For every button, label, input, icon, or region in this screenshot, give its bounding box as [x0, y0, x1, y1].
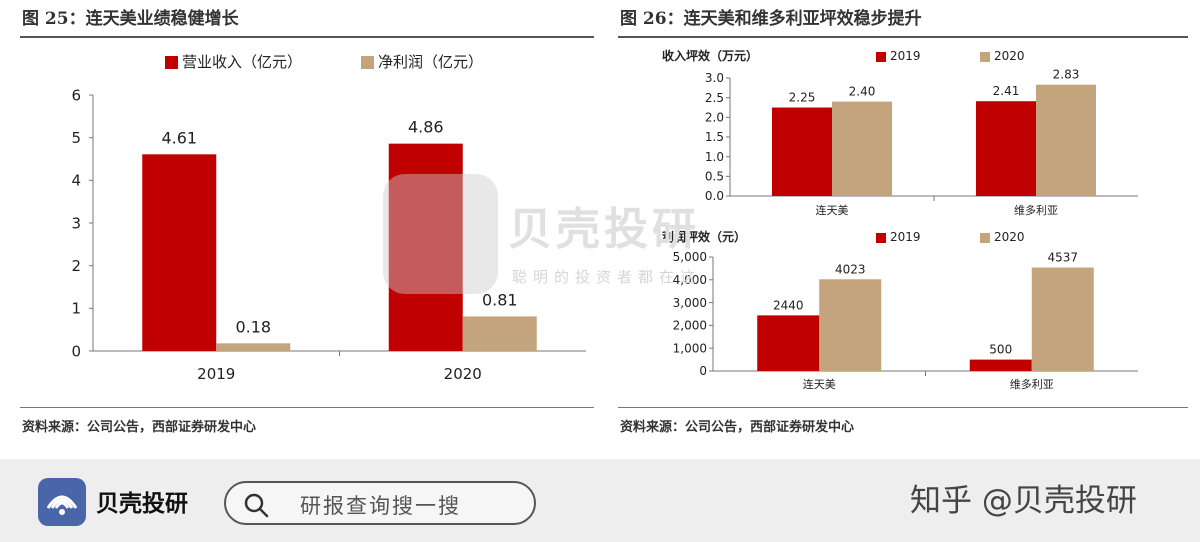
- data-label: 2.41: [993, 84, 1020, 98]
- y-tick-label: 2.5: [705, 91, 724, 105]
- bar--series2: [216, 343, 291, 351]
- bar-2020-series2: [1031, 267, 1094, 371]
- search-icon: [244, 493, 269, 518]
- y-tick-label: 0.0: [705, 189, 724, 203]
- legend-swatch: [876, 52, 886, 62]
- data-label: 4537: [1047, 251, 1078, 265]
- legend-label: 2020: [994, 49, 1025, 63]
- legend-swatch: [165, 56, 178, 69]
- zhihu-credit: 知乎 @贝壳投研: [910, 483, 1137, 519]
- y-tick-label: 5,000: [673, 250, 707, 264]
- footer-bar: 贝壳投研 研报查询搜一搜 知乎 @贝壳投研: [0, 459, 1200, 542]
- y-tick-label: 0: [71, 342, 81, 360]
- watermark-logo: [383, 174, 498, 294]
- legend-swatch: [980, 233, 990, 243]
- data-label: 4.86: [408, 118, 444, 137]
- legend-label: 2020: [994, 230, 1025, 244]
- figure-25-bottom-rule: [20, 407, 594, 408]
- profit-per-sqm-chart: 0 1,000 2,000 3,000 4,000 5,000 2440 500 4023 453…: [662, 229, 1138, 391]
- bar-2020-series2: [819, 279, 882, 371]
- bar-2020-series2: [1036, 84, 1096, 196]
- category-label: 连天美: [816, 204, 849, 217]
- figure-26-top-rule: [618, 36, 1188, 38]
- watermark-subtext: 聪明的投资者都在这: [512, 268, 702, 286]
- category-label: 维多利亚: [1014, 203, 1058, 217]
- search-input[interactable]: 研报查询搜一搜: [224, 481, 536, 525]
- legend-swatch: [980, 52, 990, 62]
- bar-2019-series1: [976, 101, 1036, 196]
- legend-label: 2019: [890, 49, 921, 63]
- bar-2019-series1: [969, 359, 1032, 371]
- bar--series1: [142, 154, 217, 351]
- y-tick-label: 1.0: [705, 150, 724, 164]
- bar-2019-series1: [757, 315, 820, 371]
- y-tick-label: 1.5: [705, 130, 724, 144]
- figure-25-top-rule: [20, 36, 594, 38]
- y-tick-label: 1,000: [673, 341, 707, 355]
- y-tick-label: 3,000: [673, 296, 707, 310]
- category-label: 连天美: [803, 378, 836, 391]
- legend-swatch: [361, 56, 374, 69]
- data-label: 4.61: [161, 128, 197, 147]
- y-tick-label: 1: [71, 300, 81, 318]
- y-axis-title: 收入坪效（万元）: [662, 48, 758, 63]
- y-tick-label: 0.5: [705, 170, 724, 184]
- revenue-per-sqm-chart: 0.0 0.5 1.0 1.5 2.0 2.5 3.0 2.25 2.41 2.40 2.83 连天美…: [662, 48, 1138, 217]
- y-tick-label: 6: [71, 86, 81, 104]
- watermark-text: 贝壳投研: [508, 204, 700, 255]
- data-label: 2440: [773, 298, 804, 312]
- y-tick-label: 5: [71, 129, 81, 147]
- data-label: 0.18: [235, 317, 271, 336]
- brand-logo-icon[interactable]: [38, 478, 86, 526]
- legend-label: 营业收入（亿元）: [182, 53, 302, 71]
- legend-swatch: [876, 233, 886, 243]
- figure-26-title: 图 26：连天美和维多利亚坪效稳步提升: [620, 9, 922, 29]
- brand-name[interactable]: 贝壳投研: [96, 491, 188, 517]
- y-tick-label: 3: [71, 214, 81, 232]
- y-tick-label: 0: [699, 364, 707, 378]
- y-tick-label: 2: [71, 257, 81, 275]
- y-tick-label: 2.0: [705, 111, 724, 125]
- figure-25-source: 资料来源：公司公告，西部证券研发中心: [22, 420, 257, 435]
- data-label: 4023: [835, 262, 866, 276]
- data-label: 2.25: [789, 91, 816, 105]
- bar--series2: [462, 316, 537, 351]
- y-tick-label: 4: [71, 172, 81, 190]
- revenue-profit-chart: 0 1 2 3 4 5 6 4.61 4.86 0.18 0.81 2019 2020 营业收入（亿元） 净…: [71, 53, 586, 383]
- figure-25-title: 图 25：连天美业绩稳健增长: [22, 9, 239, 29]
- figure-26-bottom-rule: [618, 407, 1188, 408]
- y-tick-label: 2,000: [673, 319, 707, 333]
- bar--series1: [388, 143, 463, 351]
- y-axis-title: 利润坪效（元）: [662, 229, 746, 244]
- category-label: 2019: [197, 365, 235, 383]
- category-label: 维多利亚: [1010, 377, 1054, 391]
- bar-2019-series1: [772, 107, 832, 196]
- figure-26-source: 资料来源：公司公告，西部证券研发中心: [620, 420, 855, 435]
- data-label: 0.81: [482, 290, 518, 309]
- data-label: 2.40: [849, 85, 876, 99]
- y-tick-label: 3.0: [705, 71, 724, 85]
- data-label: 2.83: [1053, 68, 1080, 82]
- data-label: 500: [989, 343, 1012, 357]
- category-label: 2020: [444, 365, 482, 383]
- search-placeholder: 研报查询搜一搜: [300, 494, 461, 518]
- legend-label: 净利润（亿元）: [378, 53, 483, 71]
- legend-label: 2019: [890, 230, 921, 244]
- y-tick-label: 4,000: [673, 273, 707, 287]
- bar-2020-series2: [832, 101, 892, 196]
